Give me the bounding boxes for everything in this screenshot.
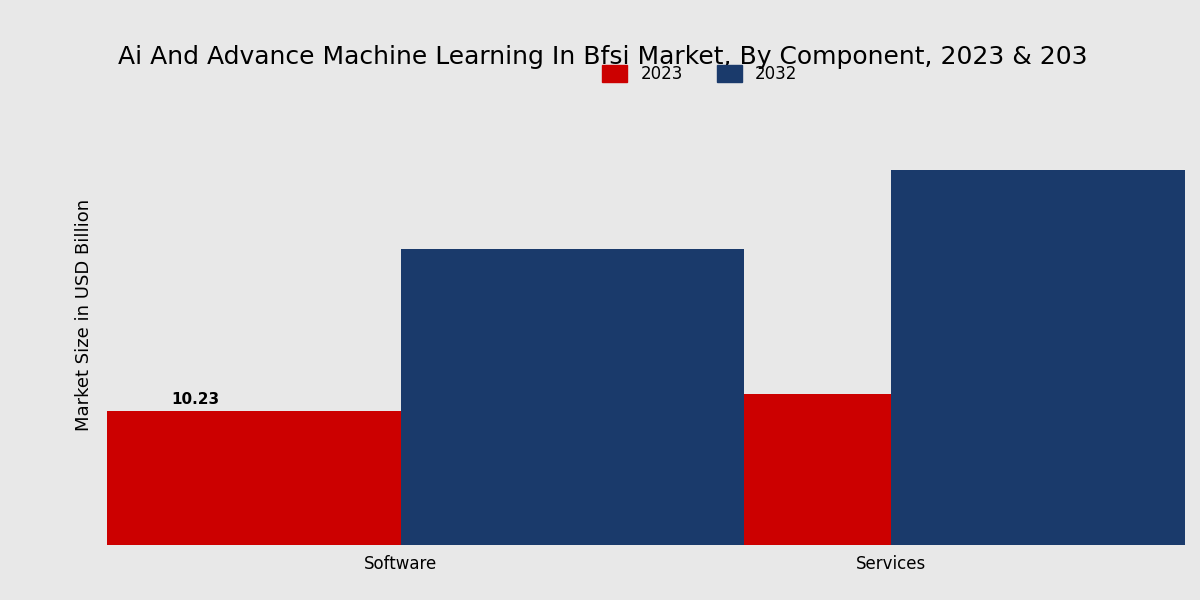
- Text: 10.23: 10.23: [172, 392, 220, 407]
- Bar: [58, 410, 401, 545]
- Legend: 2023, 2032: 2023, 2032: [594, 56, 805, 91]
- Bar: [401, 249, 744, 545]
- Bar: [548, 394, 890, 545]
- Bar: [890, 170, 1200, 545]
- Text: Ai And Advance Machine Learning In Bfsi Market, By Component, 2023 & 203: Ai And Advance Machine Learning In Bfsi …: [118, 45, 1087, 69]
- Y-axis label: Market Size in USD Billion: Market Size in USD Billion: [74, 199, 94, 431]
